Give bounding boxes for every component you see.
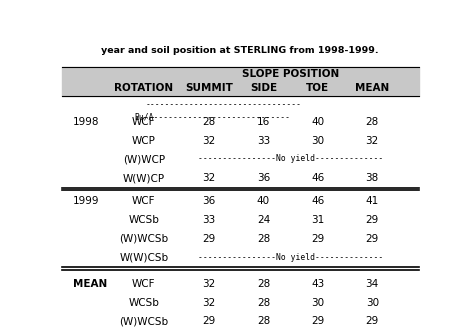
- Text: ROTATION: ROTATION: [114, 83, 173, 93]
- Text: SIDE: SIDE: [250, 83, 277, 93]
- Text: 32: 32: [366, 136, 379, 146]
- Text: 29: 29: [366, 215, 379, 225]
- Bar: [62, 67, 419, 96]
- Text: WCF: WCF: [132, 196, 155, 206]
- Text: SLOPE POSITION: SLOPE POSITION: [242, 70, 339, 80]
- Text: ----------------No yield--------------: ----------------No yield--------------: [198, 154, 383, 163]
- Text: (W)WCP: (W)WCP: [123, 154, 165, 164]
- Text: 33: 33: [202, 215, 216, 225]
- Text: 30: 30: [311, 136, 324, 146]
- Text: (W)WCSb: (W)WCSb: [119, 316, 168, 326]
- Text: MEAN: MEAN: [73, 279, 107, 289]
- Text: 28: 28: [257, 316, 270, 326]
- Text: W(W)CSb: W(W)CSb: [119, 252, 168, 262]
- Text: 46: 46: [311, 196, 324, 206]
- Text: 1999: 1999: [73, 196, 100, 206]
- Text: TOE: TOE: [306, 83, 329, 93]
- Text: 30: 30: [366, 298, 379, 308]
- Text: 40: 40: [257, 196, 270, 206]
- Text: 28: 28: [257, 234, 270, 244]
- Text: MEAN: MEAN: [355, 83, 389, 93]
- Text: 43: 43: [311, 279, 324, 289]
- Text: 28: 28: [202, 117, 216, 127]
- Text: 36: 36: [257, 173, 270, 183]
- Text: 29: 29: [311, 316, 324, 326]
- Text: 32: 32: [202, 173, 216, 183]
- Text: 41: 41: [366, 196, 379, 206]
- Text: 16: 16: [257, 117, 270, 127]
- Text: 29: 29: [366, 316, 379, 326]
- Text: ----------------No yield--------------: ----------------No yield--------------: [198, 252, 383, 261]
- Text: 32: 32: [202, 136, 216, 146]
- Text: --------------------------------: --------------------------------: [146, 100, 301, 109]
- Text: WCSb: WCSb: [128, 215, 159, 225]
- Text: 24: 24: [257, 215, 270, 225]
- Text: 32: 32: [202, 279, 216, 289]
- Text: 28: 28: [366, 117, 379, 127]
- Text: 30: 30: [311, 298, 324, 308]
- Text: WCF: WCF: [132, 117, 155, 127]
- Text: 29: 29: [202, 316, 216, 326]
- Text: 32: 32: [202, 298, 216, 308]
- Text: 31: 31: [311, 215, 324, 225]
- Text: W(W)CP: W(W)CP: [123, 173, 165, 183]
- Text: year and soil position at STERLING from 1998-1999.: year and soil position at STERLING from …: [101, 46, 379, 55]
- Text: 29: 29: [311, 234, 324, 244]
- Text: 28: 28: [257, 298, 270, 308]
- Text: WCP: WCP: [132, 136, 156, 146]
- Text: 33: 33: [257, 136, 270, 146]
- Text: 40: 40: [311, 117, 324, 127]
- Text: Bu/A----------------------------: Bu/A----------------------------: [135, 112, 291, 122]
- Text: 46: 46: [311, 173, 324, 183]
- Text: 36: 36: [202, 196, 216, 206]
- Text: 38: 38: [366, 173, 379, 183]
- Text: 1998: 1998: [73, 117, 100, 127]
- Text: WCSb: WCSb: [128, 298, 159, 308]
- Text: SUMMIT: SUMMIT: [185, 83, 233, 93]
- Text: (W)WCSb: (W)WCSb: [119, 234, 168, 244]
- Text: 34: 34: [366, 279, 379, 289]
- Text: 28: 28: [257, 279, 270, 289]
- Text: 29: 29: [366, 234, 379, 244]
- Text: WCF: WCF: [132, 279, 155, 289]
- Text: 29: 29: [202, 234, 216, 244]
